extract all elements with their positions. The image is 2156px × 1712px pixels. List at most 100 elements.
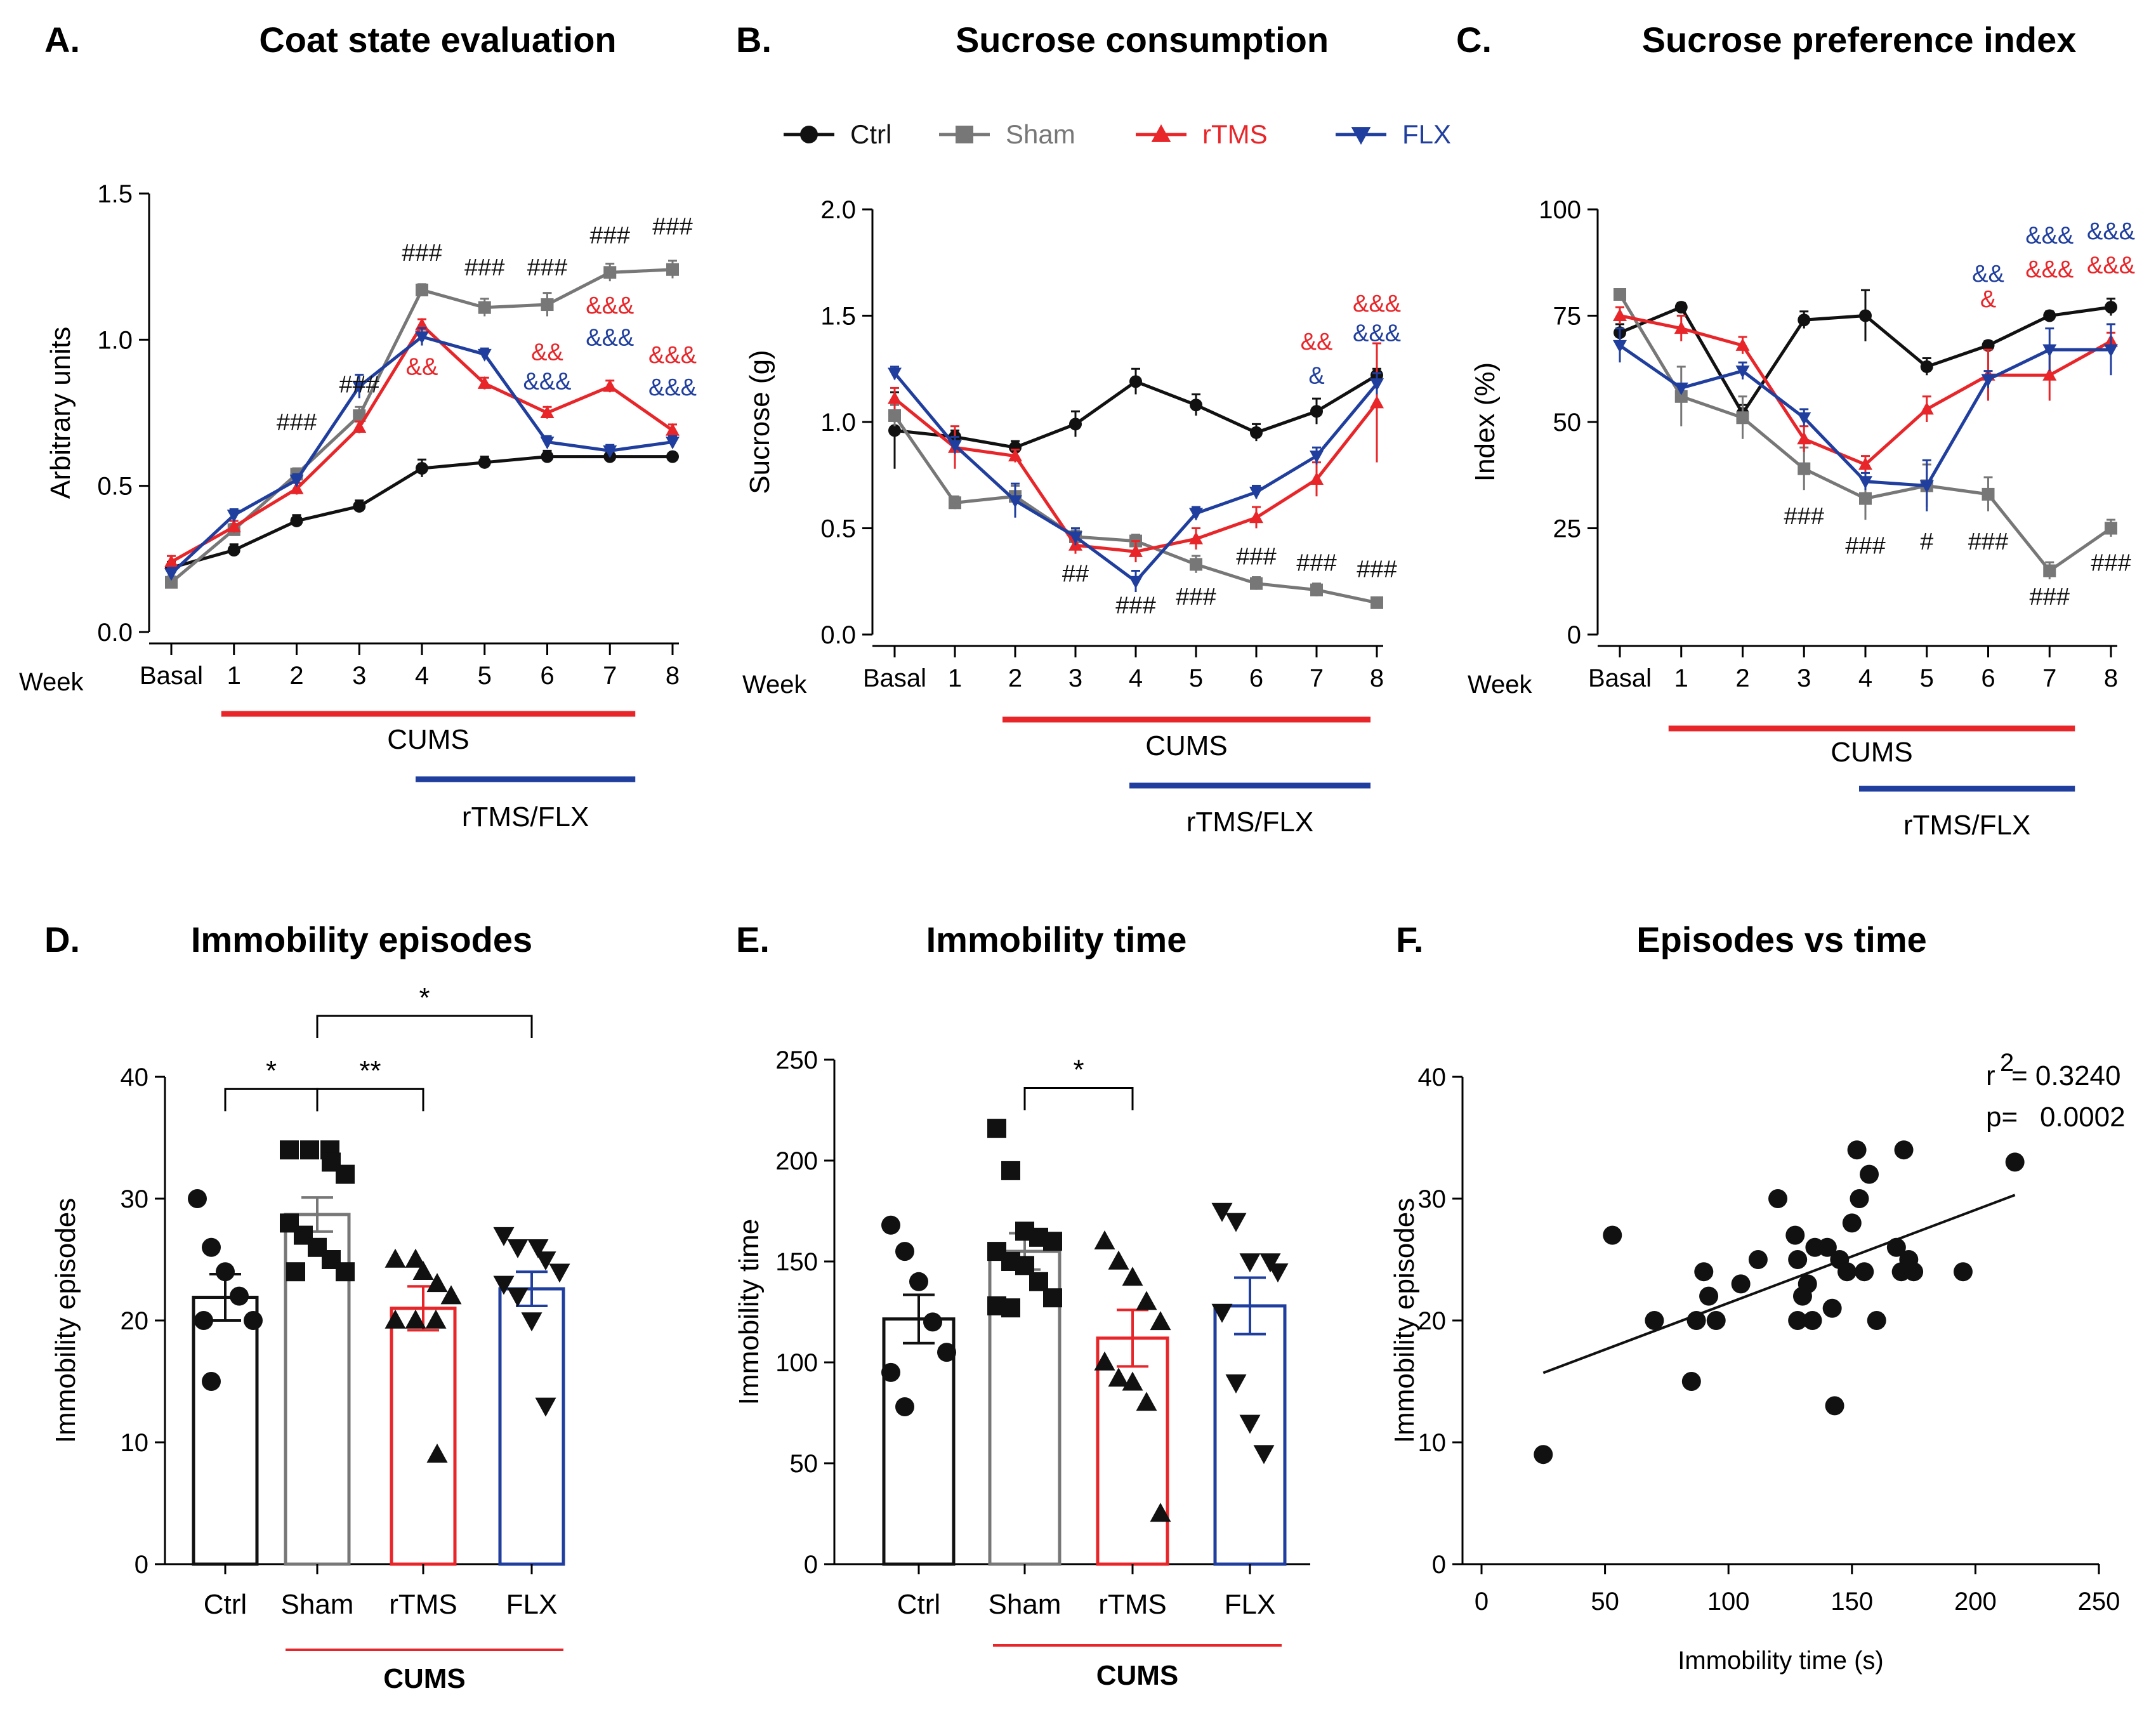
panel-c-x-tick-label: 2 xyxy=(1735,664,1749,692)
panel-c-period-label: rTMS/FLX xyxy=(1903,810,2030,841)
panel-c-y-tick-label: 25 xyxy=(1553,515,1582,543)
panel-e-y-tick-label: 200 xyxy=(775,1147,818,1175)
panel-c-series-flx-point xyxy=(2042,344,2057,357)
panel-e-dot-flx xyxy=(1225,1213,1247,1232)
panel-a-ylabel: Arbitrary units xyxy=(45,327,76,499)
panel-f-point xyxy=(1803,1311,1822,1330)
panel-b-series-rtms-point xyxy=(1310,471,1324,485)
panel-b-series-sham-point xyxy=(888,409,901,422)
panel-c-annotation: && xyxy=(1972,261,2004,287)
panel-b-series-rtms-point xyxy=(1008,449,1022,462)
panel-d-x-tick-label: Ctrl xyxy=(204,1589,247,1620)
panel-e-dot-rtms xyxy=(1094,1230,1115,1249)
panel-a-series-sham-point xyxy=(478,301,491,314)
panel-c-series-rtms-point xyxy=(1674,321,1688,334)
panel-e-y-tick-label: 150 xyxy=(775,1248,818,1276)
panel-e-dot-sham xyxy=(987,1119,1006,1138)
panel-f-y-tick-label: 10 xyxy=(1418,1429,1447,1457)
panel-e-dot-rtms xyxy=(1108,1250,1129,1270)
legend-flx-label: FLX xyxy=(1402,119,1451,149)
panel-c-annotation: ### xyxy=(1968,529,2008,555)
panel-c-series-ctrl-point xyxy=(1982,339,1995,352)
panel-a-series-flx-point xyxy=(164,568,178,581)
panel-a-series-sham-point xyxy=(541,298,554,312)
panel-d-dot-flx xyxy=(493,1275,515,1295)
panel-b-period-label: CUMS xyxy=(1145,730,1228,761)
panel-e-dot-ctrl xyxy=(909,1272,928,1291)
panel-c-x-tick-label: 7 xyxy=(2042,664,2056,692)
panel-b-annotation: ### xyxy=(1357,556,1397,583)
panel-b-series-flx-point xyxy=(1068,531,1082,544)
panel-b-series-flx-point xyxy=(1008,495,1022,508)
panel-d-bar-rtms xyxy=(390,1307,457,1566)
panel-a-series-flx-point xyxy=(415,331,429,345)
panel-e-dot-rtms xyxy=(1122,1371,1143,1391)
panel-a-x-tick-label: Basal xyxy=(140,662,203,690)
panel-d-dot-sham xyxy=(280,1140,299,1160)
panel-d-dot-rtms xyxy=(412,1260,434,1280)
panel-b-title: Sucrose consumption xyxy=(956,20,1329,60)
panel-a-series-sham-point xyxy=(416,284,428,297)
panel-f-point xyxy=(1706,1311,1726,1330)
panel-a-series-rtms-point xyxy=(540,405,555,418)
panel-c-series-ctrl-point xyxy=(1859,309,1872,322)
panel-f-r2-prefix: r xyxy=(1986,1060,1995,1091)
panel-a-annotation: &&& xyxy=(648,342,697,369)
panel-f-point xyxy=(1904,1262,1924,1282)
panel-f-regression-line xyxy=(1542,1194,2016,1374)
panel-c-series-flx-point xyxy=(2104,344,2118,357)
panel-d-dot-rtms xyxy=(426,1273,448,1293)
panel-e-dot-flx xyxy=(1253,1445,1275,1465)
panel-d-dot-sham xyxy=(336,1262,355,1282)
panel-b-annotation: && xyxy=(1301,329,1333,355)
panel-a-series-rtms-point xyxy=(477,376,492,389)
panel-f-x-tick-label: 50 xyxy=(1591,1588,1619,1616)
panel-a-series-rtms-point xyxy=(289,481,304,494)
panel-d-dot-flx xyxy=(535,1397,556,1417)
panel-e-dot-rtms xyxy=(1094,1351,1115,1371)
panel-b-y-tick-label: 1.5 xyxy=(820,303,856,331)
panel-b-y-tick-label: 2.0 xyxy=(820,196,856,224)
panel-c-series-sham-point xyxy=(2105,522,2117,535)
panel-b-series-rtms-point xyxy=(1370,395,1384,409)
panel-f-point xyxy=(1768,1189,1788,1208)
panel-a-series-flx-point xyxy=(227,510,241,523)
legend-flx-marker xyxy=(1351,127,1371,145)
panel-e-dot-flx xyxy=(1239,1414,1261,1434)
panel-b-series-flx-point xyxy=(1370,378,1384,392)
panel-e-dot-rtms xyxy=(1136,1392,1157,1411)
panel-b-series-rtms-line xyxy=(893,397,1378,553)
panel-b-xlabel: Week xyxy=(742,671,808,699)
panel-c-x-tick-label: 8 xyxy=(2104,664,2118,692)
panel-b-annotation: ## xyxy=(1062,560,1089,587)
panel-a-series-flx-point xyxy=(603,445,617,458)
panel-a-annotation: ### xyxy=(464,254,504,281)
panel-d-dot-ctrl xyxy=(216,1262,235,1282)
panel-a-annotation: ### xyxy=(402,240,442,267)
panel-d-dot-sham xyxy=(286,1262,305,1282)
panel-c-series-sham-point xyxy=(1798,462,1811,475)
panel-e-significance-bracket xyxy=(1023,1087,1134,1110)
panel-c-annotation: &&& xyxy=(2025,223,2074,249)
panel-a-x-tick-label: 1 xyxy=(227,662,241,690)
panel-f-xlabel: Immobility time (s) xyxy=(1678,1647,1883,1675)
panel-f-y-tick-label: 40 xyxy=(1418,1063,1447,1091)
panel-d-dot-rtms xyxy=(425,1309,447,1329)
panel-a-y-tick-label: 1.0 xyxy=(97,326,133,354)
legend-sham-label: Sham xyxy=(1006,119,1075,149)
panel-a-series-ctrl-point xyxy=(353,499,366,513)
panel-c-annotation: &&& xyxy=(2025,256,2074,283)
panel-b-annotation: &&& xyxy=(1353,291,1401,317)
panel-e-title: Immobility time xyxy=(926,919,1187,959)
panel-c-x-tick-label: Basal xyxy=(1588,664,1652,692)
panel-e-dot-rtms xyxy=(1150,1503,1171,1522)
panel-c-series-sham-point xyxy=(1614,288,1626,301)
panel-b-series-rtms-point xyxy=(1189,531,1203,544)
panel-c-series-ctrl-point xyxy=(1798,313,1811,327)
panel-e-dot-rtms xyxy=(1108,1367,1129,1387)
panel-f-point xyxy=(1788,1250,1808,1269)
panel-b-series-flx-point xyxy=(1189,508,1203,521)
panel-d-dot-flx xyxy=(549,1263,570,1283)
panel-f-point xyxy=(1699,1286,1719,1306)
panel-b-series-sham-point xyxy=(1190,558,1202,571)
